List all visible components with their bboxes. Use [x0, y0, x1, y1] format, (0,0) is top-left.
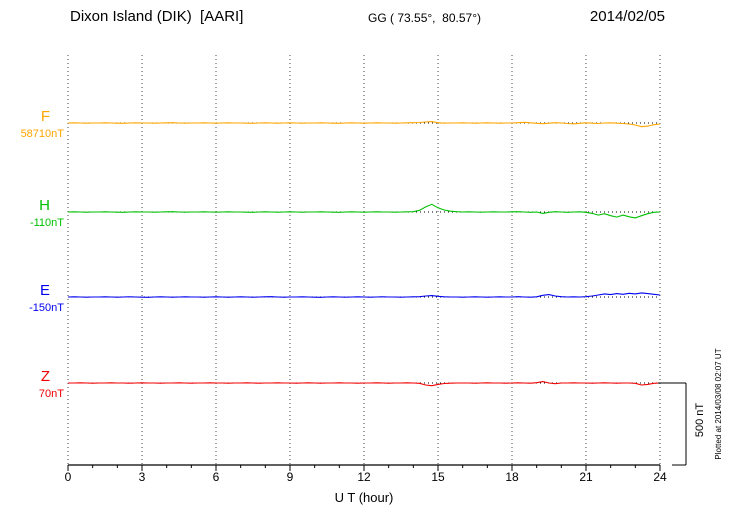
- geographic-coordinates: GG ( 73.55°, 80.57°): [368, 11, 481, 25]
- series-baseline-e: -150nT: [29, 302, 64, 314]
- series-baseline-z: 70nT: [38, 388, 64, 400]
- scale-bar-label: 500 nT: [694, 402, 706, 438]
- series-baseline-f: 58710nT: [20, 128, 64, 140]
- plot-date: 2014/02/05: [589, 8, 665, 25]
- series-baseline-h: -110nT: [29, 217, 64, 229]
- x-tick-label: 15: [431, 470, 445, 484]
- x-tick-label: 18: [505, 470, 519, 484]
- x-tick-label: 6: [212, 470, 220, 484]
- series-label-f: F: [40, 108, 50, 125]
- x-tick-label: 21: [579, 470, 593, 484]
- x-tick-label: 9: [286, 470, 294, 484]
- series-label-h: H: [39, 197, 50, 214]
- x-tick-label: 12: [357, 470, 371, 484]
- plot-timestamp-note: Plotted at 2014/03/08 02:07 UT: [714, 348, 723, 460]
- x-tick-label: 24: [653, 470, 667, 484]
- x-tick-label: 0: [64, 470, 72, 484]
- series-label-z: Z: [40, 368, 50, 385]
- station-title: Dixon Island (DIK) [AARI]: [70, 8, 244, 25]
- series-label-e: E: [39, 282, 50, 299]
- x-axis-label: U T (hour): [334, 490, 394, 505]
- x-tick-label: 3: [138, 470, 146, 484]
